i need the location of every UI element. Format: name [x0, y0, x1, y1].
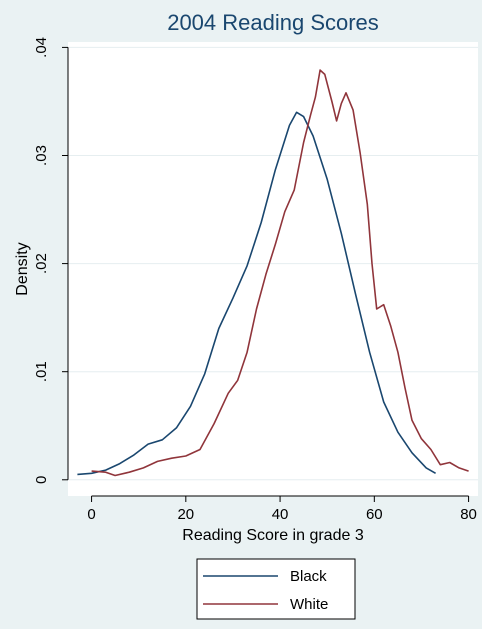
- series-lines: [77, 69, 469, 477]
- series-line-white: [91, 69, 469, 477]
- legend-label-black: Black: [290, 568, 327, 585]
- x-tick-label-2: 40: [272, 506, 289, 523]
- x-tick-label-3: 60: [366, 506, 383, 523]
- x-tick-label-4: 80: [460, 506, 477, 523]
- y-tick-label-0: 0: [33, 476, 50, 484]
- plot-area: [68, 42, 478, 496]
- axes: 0 .01 .02 .03 .04 0 20 40 60 80: [33, 37, 477, 523]
- series-line-black: [77, 111, 436, 476]
- y-tick-label-1: .01: [33, 361, 50, 382]
- x-tick-label-1: 20: [177, 506, 194, 523]
- y-axis-title: Density: [14, 242, 31, 295]
- y-tick-label-4: .04: [33, 37, 50, 58]
- legend-box: [196, 558, 356, 620]
- x-tick-label-0: 0: [87, 506, 95, 523]
- legend: Black White: [196, 558, 356, 620]
- y-tick-label-2: .02: [33, 253, 50, 274]
- y-tick-label-3: .03: [33, 145, 50, 166]
- chart-title: 2004 Reading Scores: [167, 10, 379, 35]
- x-axis-title: Reading Score in grade 3: [182, 527, 364, 544]
- legend-label-white: White: [290, 596, 328, 613]
- gridlines: [68, 46, 478, 481]
